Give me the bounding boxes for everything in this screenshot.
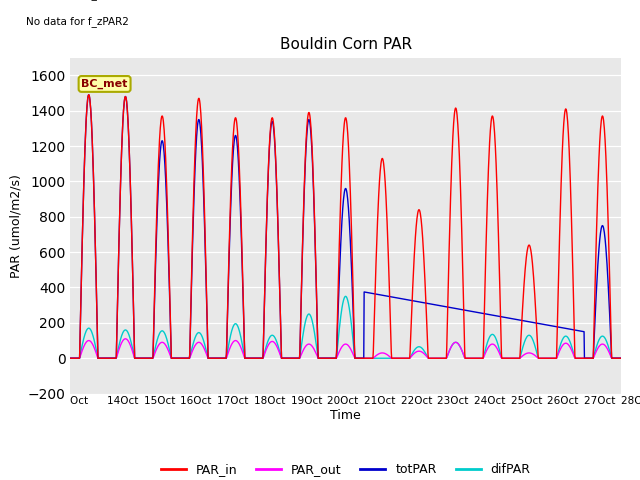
totPAR [589,355,596,361]
PAR_out [338,344,346,349]
X-axis label: Time: Time [330,409,361,422]
difPAR [342,293,349,299]
PAR_in [67,355,74,361]
PAR_in [349,285,357,291]
totPAR [67,355,74,361]
PAR_out [349,351,357,357]
PAR_out [159,339,166,345]
difPAR [589,355,596,361]
Text: No data for f_zPAR2: No data for f_zPAR2 [26,16,129,27]
PAR_in [338,160,346,166]
PAR_out [589,355,596,361]
difPAR [338,308,346,313]
totPAR [338,217,346,223]
totPAR [349,306,357,312]
PAR_in [589,355,596,361]
totPAR [159,138,166,144]
difPAR [349,337,357,343]
totPAR [503,315,511,321]
Legend: PAR_in, PAR_out, totPAR, difPAR: PAR_in, PAR_out, totPAR, difPAR [156,458,536,480]
PAR_out [503,355,511,361]
PAR_out [122,336,129,342]
Title: Bouldin Corn PAR: Bouldin Corn PAR [280,37,412,52]
totPAR [85,92,93,97]
PAR_in [159,114,166,120]
Y-axis label: PAR (umol/m2/s): PAR (umol/m2/s) [9,174,22,277]
difPAR [67,355,74,361]
Line: PAR_out: PAR_out [70,339,640,358]
Text: BC_met: BC_met [81,79,128,89]
Line: totPAR: totPAR [70,95,640,358]
PAR_out [67,355,74,361]
Line: PAR_in: PAR_in [70,95,640,358]
PAR_in [503,355,511,361]
difPAR [503,355,511,361]
PAR_in [85,92,93,97]
difPAR [158,328,166,334]
Line: difPAR: difPAR [70,296,640,358]
